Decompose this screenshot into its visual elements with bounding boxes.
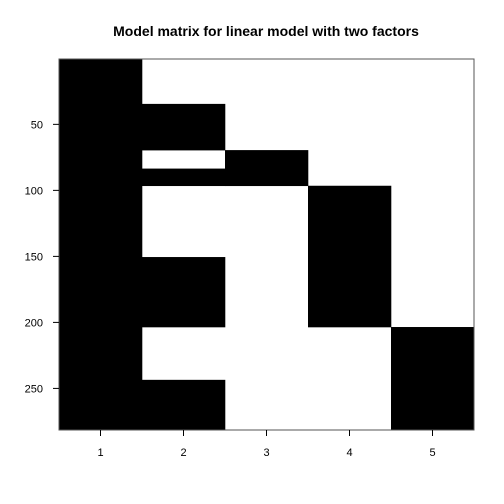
y-tick-label-200: 200 (25, 317, 43, 329)
matrix-cell-col2-block4 (142, 379, 226, 431)
matrix-cell-col1-block0 (59, 59, 143, 431)
matrix-cell-col5-block7 (391, 327, 475, 431)
y-tick-label-250: 250 (25, 383, 43, 395)
y-tick-label-100: 100 (25, 185, 43, 197)
matrix-cell-col4-block6 (308, 185, 392, 328)
x-tick-label-2: 2 (180, 447, 186, 459)
matrix-cell-col2-block2 (142, 168, 226, 187)
y-tick-label-50: 50 (31, 119, 43, 131)
matrix-cells (59, 59, 475, 431)
chart-title: Model matrix for linear model with two f… (113, 23, 419, 39)
x-tick-label-3: 3 (263, 447, 269, 459)
matrix-cell-col2-block3 (142, 257, 226, 328)
x-tick-label-4: 4 (346, 447, 352, 459)
x-tick-label-1: 1 (97, 447, 103, 459)
y-axis: 50 100 150 200 250 (25, 119, 59, 395)
matrix-cell-col2-block1 (142, 103, 226, 151)
y-tick-label-150: 150 (25, 251, 43, 263)
x-axis: 1 2 3 4 5 (97, 430, 436, 459)
matrix-cell-col3-block5 (225, 150, 309, 187)
x-tick-label-5: 5 (429, 447, 435, 459)
